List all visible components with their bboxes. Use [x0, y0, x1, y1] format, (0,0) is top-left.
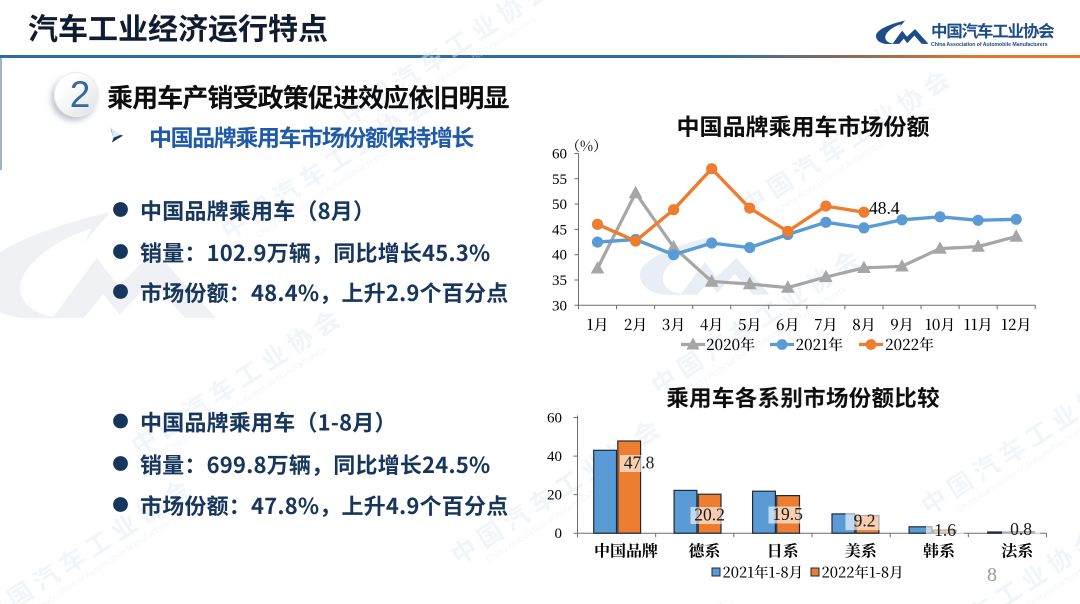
svg-text:9.2: 9.2	[854, 511, 876, 531]
svg-text:20.2: 20.2	[694, 505, 725, 525]
svg-text:60: 60	[552, 147, 567, 163]
svg-text:47.8: 47.8	[624, 453, 655, 473]
svg-text:40: 40	[547, 449, 562, 465]
svg-text:60: 60	[547, 411, 562, 427]
svg-text:55: 55	[552, 172, 567, 188]
svg-text:50: 50	[552, 197, 567, 213]
svg-text:30: 30	[552, 298, 567, 314]
svg-text:20: 20	[547, 488, 562, 504]
svg-text:0: 0	[555, 526, 563, 542]
svg-text:45: 45	[552, 222, 567, 238]
svg-text:35: 35	[552, 273, 567, 289]
svg-text:0.8: 0.8	[1010, 519, 1032, 539]
svg-text:19.5: 19.5	[772, 504, 803, 524]
svg-text:8: 8	[987, 564, 997, 586]
svg-text:1.6: 1.6	[934, 520, 956, 540]
svg-text:40: 40	[552, 248, 567, 264]
svg-text:48.4: 48.4	[869, 198, 900, 218]
